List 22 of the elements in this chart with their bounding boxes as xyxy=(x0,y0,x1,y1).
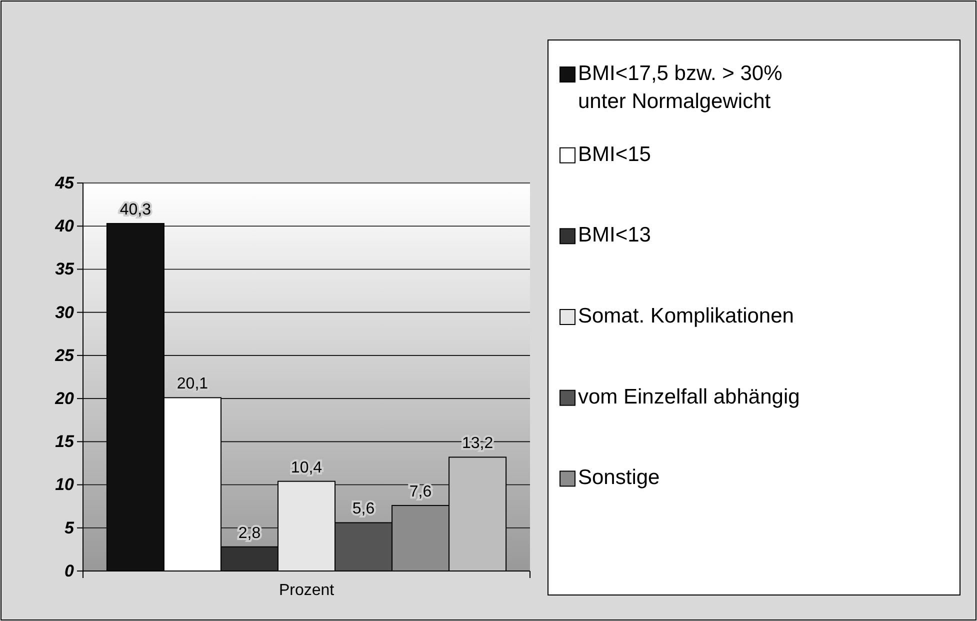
x-tick-label: Prozent xyxy=(278,582,335,599)
y-tick-label: 20 xyxy=(54,388,75,408)
data-label: 10,4 xyxy=(290,459,322,476)
data-label: 20,1 xyxy=(176,376,208,393)
legend-label: BMI<17,5 bzw. > 30% unter Normalgewicht xyxy=(578,62,782,113)
legend-label: BMI<15 xyxy=(578,142,651,166)
y-tick-label: 30 xyxy=(55,302,75,322)
y-tick-label: 0 xyxy=(64,561,75,580)
y-tick-label: 35 xyxy=(55,260,75,279)
y-tick-label: 10 xyxy=(55,475,75,494)
data-label: 7,6 xyxy=(409,483,432,500)
data-label: 40,3 xyxy=(120,202,152,219)
legend-label: Sonstige xyxy=(578,466,660,490)
y-tick-label: 15 xyxy=(55,432,75,452)
y-tick-label: 45 xyxy=(54,173,75,192)
legend-label: Somat. Komplikationen xyxy=(578,304,794,328)
y-tick-label: 5 xyxy=(64,518,75,538)
y-tick-label: 40 xyxy=(54,216,75,236)
legend-label: vom Einzelfall abhängig xyxy=(578,385,800,408)
data-label: 5,6 xyxy=(352,500,375,518)
y-tick-label: 25 xyxy=(54,346,75,365)
legend-label: BMI<13 xyxy=(578,224,651,247)
